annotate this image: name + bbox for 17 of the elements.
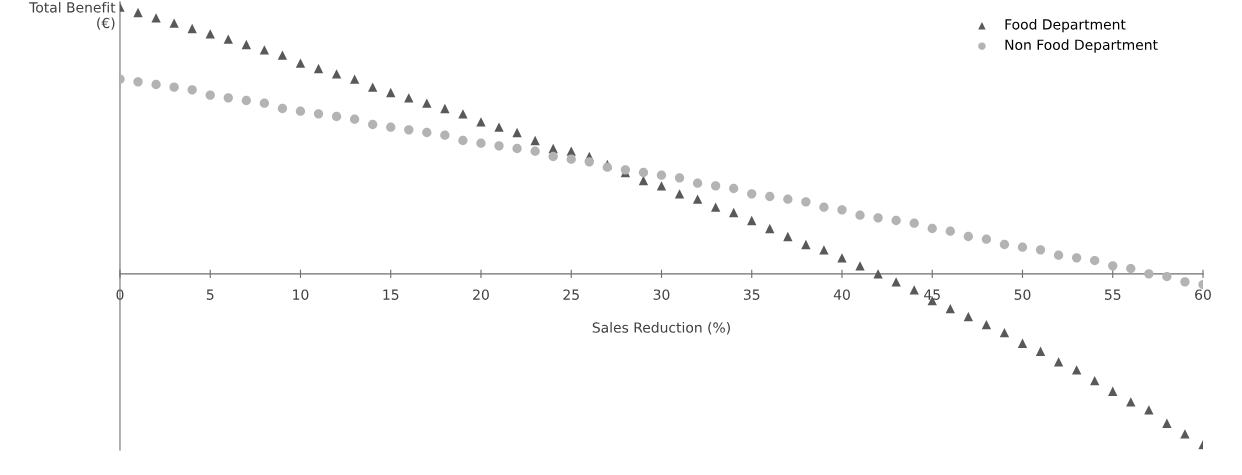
x-tick-label: 50 (1014, 289, 1031, 300)
x-tick-label: 25 (563, 289, 579, 300)
x-tick-label: 0 (116, 289, 124, 300)
x-tick-label: 60 (1195, 289, 1211, 300)
x-tick-label: 5 (206, 289, 214, 300)
x-tick-label: 10 (293, 289, 309, 300)
x-tick-label: 35 (743, 289, 760, 300)
x-tick-label: 15 (383, 289, 399, 300)
x-tick-label: 55 (1104, 289, 1121, 300)
legend-label: Non Food Department (1005, 39, 1158, 53)
legend-label: Food Department (1005, 18, 1126, 33)
x-axis-title: Sales Reduction (%) (592, 322, 730, 335)
x-tick-label: 30 (653, 289, 670, 300)
x-tick-label: 45 (924, 289, 940, 300)
x-tick-label: 20 (473, 289, 489, 300)
x-tick-label: 40 (833, 289, 850, 300)
y-axis-title: Total Benefit (€) (29, 1, 116, 30)
